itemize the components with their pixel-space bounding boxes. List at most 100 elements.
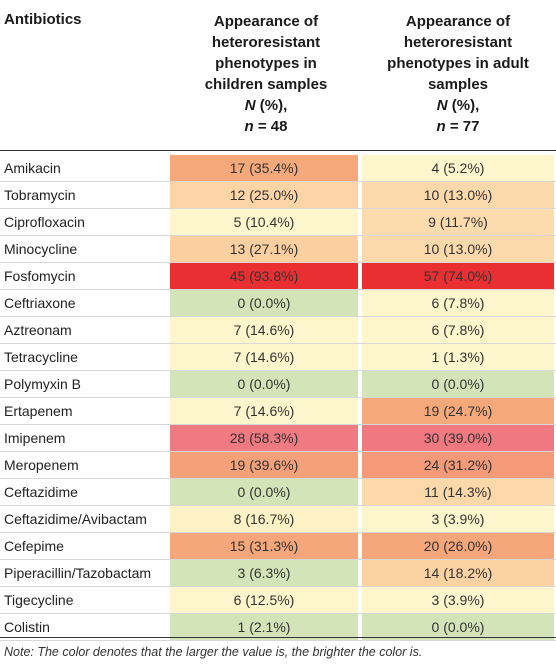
table-row: Colistin 1 (2.1%) 0 (0.0%) [0, 614, 556, 641]
children-value-cell: 0 (0.0%) [170, 479, 358, 505]
header-children: Appearance of heteroresistant phenotypes… [170, 11, 362, 137]
header-antibiotics: Antibiotics [4, 11, 82, 28]
children-value-cell: 0 (0.0%) [170, 371, 358, 397]
header-adult-line4: samples [427, 76, 489, 93]
antibiotic-name: Fosfomycin [4, 268, 76, 284]
table-body: Amikacin 17 (35.4%) 4 (5.2%) Tobramycin 12 (… [0, 155, 556, 641]
antibiotic-name: Tigecycline [4, 592, 74, 608]
antibiotic-name: Piperacillin/Tazobactam [4, 565, 152, 581]
header-adult-count: = 77 [445, 118, 480, 135]
table-row: Tobramycin 12 (25.0%) 10 (13.0%) [0, 182, 556, 209]
children-value-cell: 12 (25.0%) [170, 182, 358, 208]
adult-value-cell: 10 (13.0%) [362, 182, 554, 208]
antibiotic-name: Amikacin [4, 160, 61, 176]
table-row: Ceftazidime 0 (0.0%) 11 (14.3%) [0, 479, 556, 506]
adult-value-cell: 3 (3.9%) [362, 587, 554, 613]
adult-value-cell: 1 (1.3%) [362, 344, 554, 370]
header-adult-n-symbol: N [436, 97, 448, 114]
table-row: Fosfomycin 45 (93.8%) 57 (74.0%) [0, 263, 556, 290]
header-adult-line1: Appearance of [405, 13, 511, 30]
adult-value-cell: 30 (39.0%) [362, 425, 554, 451]
children-value-cell: 3 (6.3%) [170, 560, 358, 586]
adult-value-cell: 10 (13.0%) [362, 236, 554, 262]
table-row: Minocycline 13 (27.1%) 10 (13.0%) [0, 236, 556, 263]
children-value-cell: 17 (35.4%) [170, 155, 358, 181]
children-value-cell: 28 (58.3%) [170, 425, 358, 451]
adult-value-cell: 19 (24.7%) [362, 398, 554, 424]
antibiotic-name: Ceftazidime/Avibactam [4, 511, 147, 527]
adult-value-cell: 6 (7.8%) [362, 317, 554, 343]
antibiotic-name: Aztreonam [4, 322, 72, 338]
table-row: Ceftriaxone 0 (0.0%) 6 (7.8%) [0, 290, 556, 317]
children-value-cell: 6 (12.5%) [170, 587, 358, 613]
table-row: Ertapenem 7 (14.6%) 19 (24.7%) [0, 398, 556, 425]
antibiotic-name: Meropenem [4, 457, 79, 473]
table-row: Piperacillin/Tazobactam 3 (6.3%) 14 (18.2%… [0, 560, 556, 587]
adult-value-cell: 9 (11.7%) [362, 209, 554, 235]
header-adult-line2: heteroresistant [403, 34, 513, 51]
antibiotic-name: Ceftazidime [4, 484, 78, 500]
children-value-cell: 7 (14.6%) [170, 398, 358, 424]
adult-value-cell: 6 (7.8%) [362, 290, 554, 316]
header-adult-percent: (%), [447, 97, 480, 114]
children-value-cell: 0 (0.0%) [170, 290, 358, 316]
children-value-cell: 5 (10.4%) [170, 209, 358, 235]
children-value-cell: 45 (93.8%) [170, 263, 358, 289]
children-value-cell: 19 (39.6%) [170, 452, 358, 478]
header-adult-n-small: n [436, 118, 446, 135]
header-adult-line6: n = 77 [362, 116, 554, 137]
children-value-cell: 13 (27.1%) [170, 236, 358, 262]
adult-value-cell: 57 (74.0%) [362, 263, 554, 289]
children-value-cell: 1 (2.1%) [170, 614, 358, 640]
table-row: Aztreonam 7 (14.6%) 6 (7.8%) [0, 317, 556, 344]
header-children-n-small: n [244, 118, 254, 135]
table-row: Ciprofloxacin 5 (10.4%) 9 (11.7%) [0, 209, 556, 236]
children-value-cell: 15 (31.3%) [170, 533, 358, 559]
antibiotic-name: Ciprofloxacin [4, 214, 85, 230]
adult-value-cell: 0 (0.0%) [362, 371, 554, 397]
header-children-count: = 48 [253, 118, 288, 135]
antibiotic-name: Cefepime [4, 538, 64, 554]
table-row: Polymyxin B 0 (0.0%) 0 (0.0%) [0, 371, 556, 398]
children-value-cell: 7 (14.6%) [170, 344, 358, 370]
antibiotic-name: Tobramycin [4, 187, 76, 203]
table-row: Tigecycline 6 (12.5%) 3 (3.9%) [0, 587, 556, 614]
table-row: Meropenem 19 (39.6%) 24 (31.2%) [0, 452, 556, 479]
adult-value-cell: 20 (26.0%) [362, 533, 554, 559]
table-row: Ceftazidime/Avibactam 8 (16.7%) 3 (3.9%) [0, 506, 556, 533]
table-row: Cefepime 15 (31.3%) 20 (26.0%) [0, 533, 556, 560]
table-row: Imipenem 28 (58.3%) 30 (39.0%) [0, 425, 556, 452]
antibiotic-name: Imipenem [4, 430, 66, 446]
header-adult-line5: N (%), [362, 95, 554, 116]
antibiotic-name: Polymyxin B [4, 376, 82, 392]
antibiotic-name: Minocycline [4, 241, 78, 257]
adult-value-cell: 24 (31.2%) [362, 452, 554, 478]
header-divider [0, 150, 556, 151]
header-children-line3: phenotypes in [215, 55, 317, 72]
header-children-percent: (%), [255, 97, 288, 114]
table-row: Amikacin 17 (35.4%) 4 (5.2%) [0, 155, 556, 182]
adult-value-cell: 14 (18.2%) [362, 560, 554, 586]
children-value-cell: 8 (16.7%) [170, 506, 358, 532]
header-children-line5: N (%), [170, 95, 362, 116]
footer-divider [0, 637, 556, 638]
header-children-line4: children samples [204, 76, 328, 93]
antibiotic-name: Ertapenem [4, 403, 73, 419]
header-children-n-symbol: N [244, 97, 256, 114]
antibiotic-name: Ceftriaxone [4, 295, 76, 311]
header-adult-line3: phenotypes in adult [387, 55, 529, 72]
adult-value-cell: 3 (3.9%) [362, 506, 554, 532]
antibiotic-name: Tetracycline [4, 349, 78, 365]
adult-value-cell: 11 (14.3%) [362, 479, 554, 505]
adult-value-cell: 4 (5.2%) [362, 155, 554, 181]
header-children-line1: Appearance of [213, 13, 319, 30]
children-value-cell: 7 (14.6%) [170, 317, 358, 343]
header-adult: Appearance of heteroresistant phenotypes… [362, 11, 554, 137]
table-note: Note: The color denotes that the larger … [4, 645, 423, 659]
header-children-line2: heteroresistant [211, 34, 321, 51]
table-row: Tetracycline 7 (14.6%) 1 (1.3%) [0, 344, 556, 371]
table-header: Antibiotics Appearance of heteroresistan… [0, 0, 556, 144]
header-children-line6: n = 48 [170, 116, 362, 137]
adult-value-cell: 0 (0.0%) [362, 614, 554, 640]
